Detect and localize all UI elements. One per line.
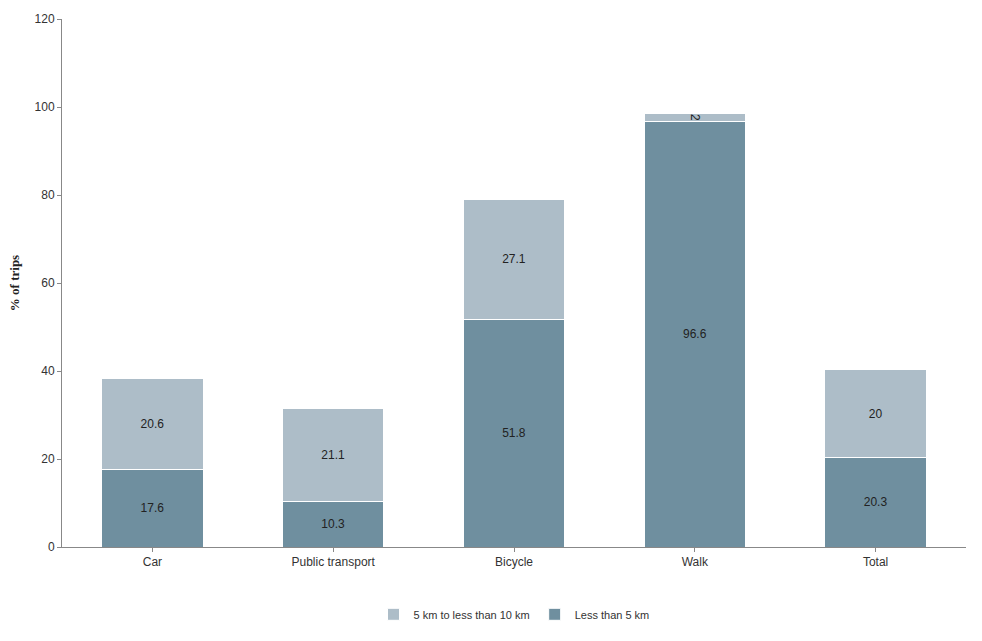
svg-text:51.8: 51.8 (502, 426, 526, 440)
svg-text:Bicycle: Bicycle (495, 555, 533, 569)
svg-text:20.3: 20.3 (864, 495, 888, 509)
svg-text:20: 20 (869, 407, 883, 421)
svg-text:27.1: 27.1 (502, 252, 526, 266)
svg-text:Less than 5 km: Less than 5 km (575, 609, 650, 621)
svg-text:21.1: 21.1 (321, 448, 345, 462)
svg-text:17.6: 17.6 (141, 501, 165, 515)
svg-text:60: 60 (41, 276, 55, 290)
svg-text:% of trips: % of trips (7, 255, 22, 311)
svg-text:120: 120 (35, 12, 55, 26)
svg-text:10.3: 10.3 (321, 517, 345, 531)
svg-text:100: 100 (35, 100, 55, 114)
svg-text:Total: Total (863, 555, 888, 569)
svg-text:Walk: Walk (682, 555, 709, 569)
svg-text:2: 2 (688, 114, 702, 121)
svg-text:Car: Car (143, 555, 162, 569)
svg-text:0: 0 (48, 540, 55, 554)
svg-text:20: 20 (41, 452, 55, 466)
svg-text:20.6: 20.6 (141, 417, 165, 431)
svg-text:5 km to less than 10 km: 5 km to less than 10 km (414, 609, 530, 621)
svg-text:40: 40 (41, 364, 55, 378)
svg-text:96.6: 96.6 (683, 327, 707, 341)
svg-text:80: 80 (41, 188, 55, 202)
svg-text:Public transport: Public transport (292, 555, 376, 569)
